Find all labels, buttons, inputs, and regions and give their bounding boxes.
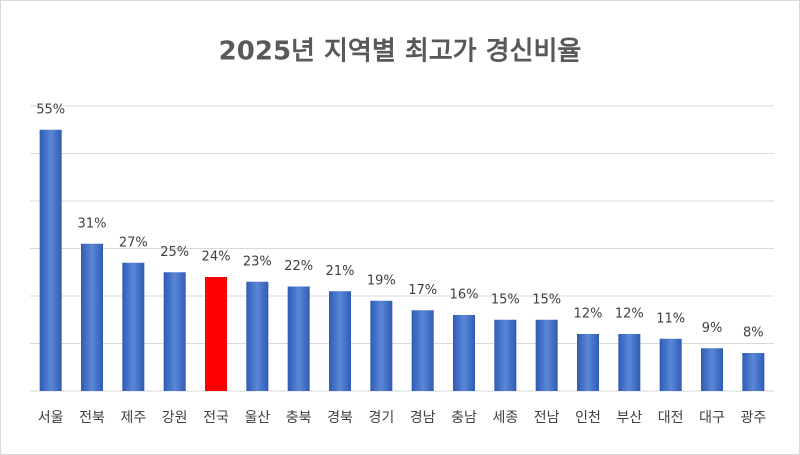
value-label: 16% (450, 288, 479, 303)
bar (659, 338, 682, 391)
value-label: 9% (702, 321, 723, 336)
x-tick-label: 광주 (740, 410, 766, 426)
x-tick-label: 세종 (492, 410, 518, 426)
bar (39, 129, 62, 391)
value-label: 31% (78, 216, 107, 231)
x-tick-label: 대전 (658, 410, 684, 426)
value-label: 8% (743, 326, 764, 341)
x-tick-label: 전남 (534, 410, 560, 426)
value-label: 25% (160, 245, 189, 260)
x-tick-label: 서울 (38, 410, 64, 426)
bar (122, 262, 145, 391)
chart-title: 2025년 지역별 최고가 경신비율 (219, 37, 582, 67)
x-tick-label: 제주 (120, 410, 146, 426)
value-label: 23% (243, 254, 272, 269)
value-label: 15% (532, 292, 561, 307)
bar (577, 334, 599, 391)
bar (163, 272, 186, 391)
x-tick-label: 부산 (616, 410, 642, 426)
value-label: 17% (408, 283, 437, 298)
bar (411, 310, 434, 391)
x-tick-label: 경북 (327, 410, 353, 426)
value-label: 11% (656, 311, 685, 326)
x-tick-label: 충북 (286, 410, 312, 426)
x-tick-label: 대구 (699, 410, 725, 426)
value-label: 19% (367, 273, 396, 288)
bar (494, 319, 517, 391)
x-tick-label: 강원 (162, 410, 188, 426)
bar (701, 348, 723, 391)
bar (618, 334, 641, 391)
value-label: 22% (284, 259, 313, 274)
x-tick-label: 울산 (244, 410, 270, 426)
value-label: 12% (615, 307, 644, 322)
value-label: 24% (202, 250, 231, 265)
x-tick-label: 경기 (368, 410, 394, 426)
value-label: 21% (326, 264, 355, 279)
bar (453, 315, 475, 391)
bar (287, 286, 310, 391)
x-tick-label: 경남 (410, 410, 436, 426)
bar (535, 319, 558, 391)
x-tick-label: 전북 (79, 410, 105, 426)
x-tick-label: 충남 (451, 410, 477, 426)
bar (329, 291, 351, 391)
x-tick-label: 전국 (203, 410, 229, 426)
bar (81, 243, 103, 391)
value-label: 12% (574, 307, 603, 322)
value-label: 27% (119, 235, 148, 250)
bar (370, 300, 393, 391)
value-label: 15% (491, 292, 520, 307)
bar (742, 353, 765, 391)
bar (205, 277, 227, 391)
value-label: 55% (36, 102, 65, 117)
bar (246, 281, 269, 391)
x-tick-label: 인천 (575, 410, 601, 426)
